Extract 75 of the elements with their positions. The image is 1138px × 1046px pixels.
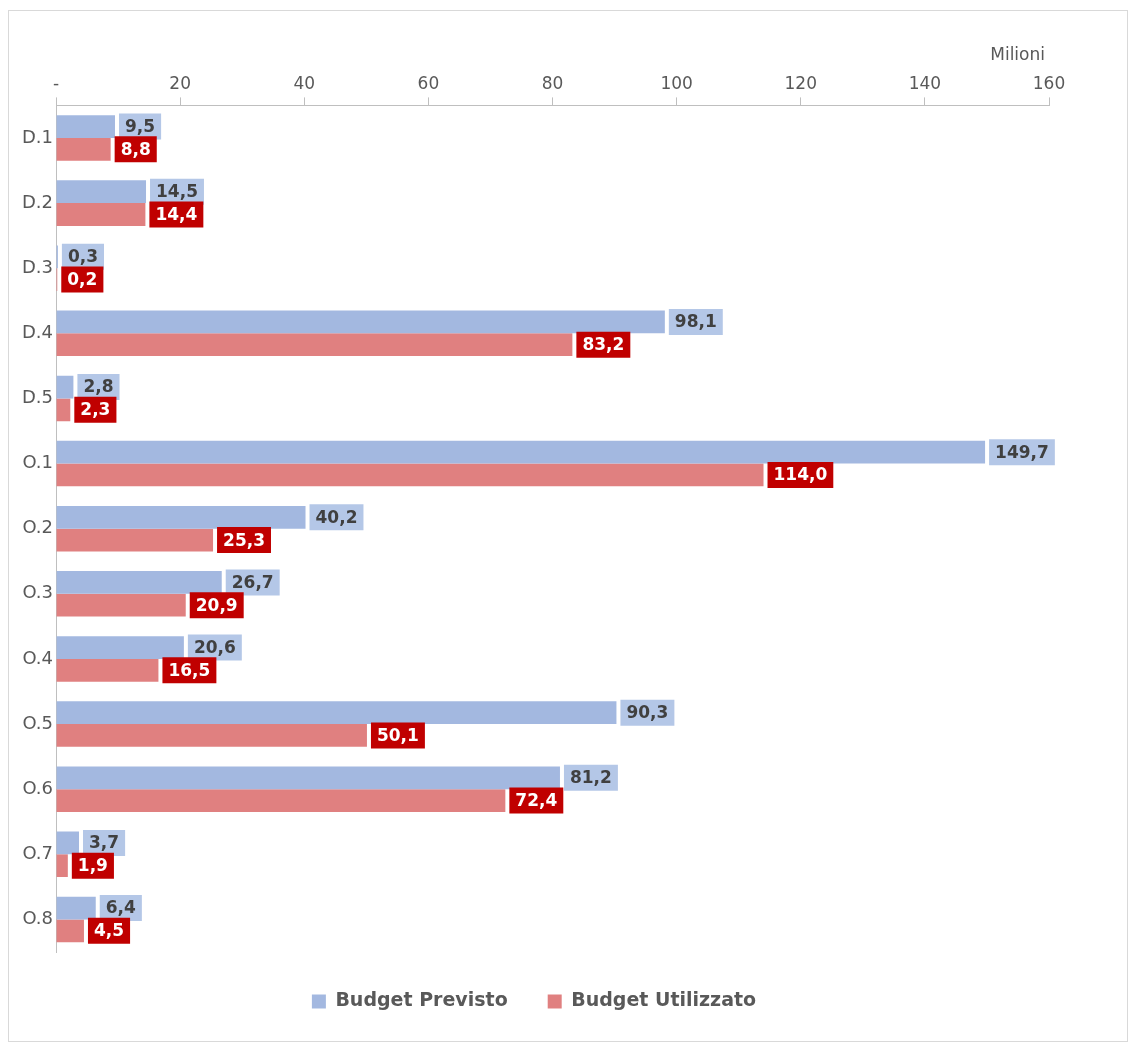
x-axis-title: Milioni xyxy=(990,43,1045,64)
y-tick-label: D.2 xyxy=(21,190,54,212)
data-label: 14,5 xyxy=(156,181,198,202)
data-label: 40,2 xyxy=(315,506,358,527)
bar xyxy=(56,854,68,878)
data-label: 2,3 xyxy=(80,399,111,420)
bar xyxy=(56,724,367,747)
bar xyxy=(56,180,147,204)
y-tick-label: O.4 xyxy=(22,646,54,668)
data-label: 20,6 xyxy=(193,636,236,657)
x-tick-label: 100 xyxy=(660,72,693,93)
y-tick-label: O.6 xyxy=(22,776,54,798)
data-label: 8,8 xyxy=(120,138,151,159)
data-label: 26,7 xyxy=(231,571,274,592)
x-tick-label: 160 xyxy=(1032,72,1066,93)
data-label: 20,9 xyxy=(195,594,238,615)
x-tick-label: 120 xyxy=(784,72,817,93)
bar xyxy=(56,658,159,682)
data-label: 0,2 xyxy=(67,269,98,290)
bar xyxy=(56,505,306,529)
x-tick-label: 40 xyxy=(293,72,316,93)
bar xyxy=(56,766,560,790)
bar xyxy=(56,398,71,422)
data-label: 9,5 xyxy=(124,115,156,136)
x-tick-label: 140 xyxy=(908,72,942,93)
legend-label: Budget Utilizzato xyxy=(571,988,757,1011)
data-label: 83,2 xyxy=(582,334,625,355)
y-tick-label: D.3 xyxy=(21,255,54,277)
bar xyxy=(56,203,146,226)
bar xyxy=(56,701,617,725)
data-label: 6,4 xyxy=(105,897,137,918)
y-tick-label: O.7 xyxy=(22,841,54,863)
bar xyxy=(56,831,79,855)
x-tick-label: 60 xyxy=(417,72,440,93)
y-tick-label: D.5 xyxy=(21,386,54,408)
bar xyxy=(56,593,186,617)
y-tick-label: O.2 xyxy=(22,516,54,538)
x-tick-label: - xyxy=(52,72,60,93)
bar xyxy=(56,463,764,487)
data-label: 3,7 xyxy=(88,832,120,853)
data-label: 98,1 xyxy=(674,311,717,332)
x-tick-label: 80 xyxy=(541,72,564,93)
data-label: 16,5 xyxy=(168,659,211,680)
data-label: 114,0 xyxy=(773,464,828,485)
y-tick-label: O.1 xyxy=(22,451,54,473)
data-label: 81,2 xyxy=(569,767,612,788)
bar xyxy=(56,115,115,138)
bar xyxy=(56,375,74,399)
data-label: 25,3 xyxy=(223,529,265,550)
bar xyxy=(56,919,84,943)
y-tick-label: O.5 xyxy=(22,711,54,733)
bar xyxy=(56,440,986,464)
data-label: 90,3 xyxy=(626,702,669,723)
data-label: 2,8 xyxy=(83,376,114,397)
data-label: 149,7 xyxy=(995,441,1049,462)
data-label: 14,4 xyxy=(155,203,198,224)
data-label: 0,3 xyxy=(67,246,99,267)
y-tick-label: O.8 xyxy=(22,907,54,929)
bar xyxy=(56,333,573,357)
bar xyxy=(56,896,96,920)
data-label: 50,1 xyxy=(376,724,419,745)
data-label: 4,5 xyxy=(93,920,125,941)
bar xyxy=(56,789,506,812)
bar xyxy=(56,636,184,659)
bar xyxy=(56,137,111,161)
y-tick-label: O.3 xyxy=(22,581,54,603)
bar xyxy=(56,528,214,552)
bar xyxy=(56,571,222,594)
legend-label: Budget Previsto xyxy=(335,988,508,1011)
y-tick-label: D.4 xyxy=(21,321,54,342)
y-tick-label: D.1 xyxy=(21,125,54,147)
data-label: 72,4 xyxy=(515,790,558,811)
bar xyxy=(56,310,665,334)
x-tick-label: 20 xyxy=(169,72,191,93)
data-label: 1,9 xyxy=(77,855,108,876)
